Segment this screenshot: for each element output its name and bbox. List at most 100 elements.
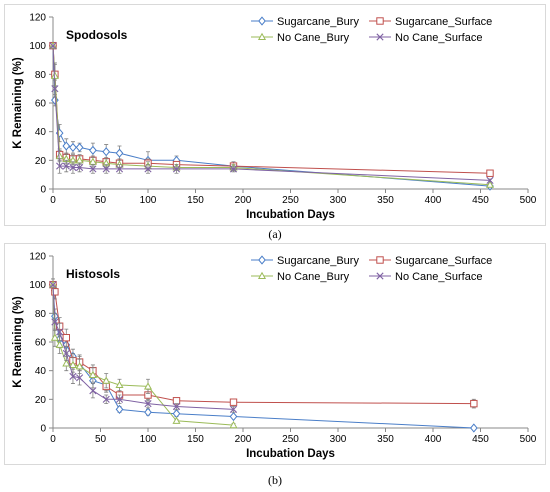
chart-b-point-no-cane-bury — [68, 360, 77, 368]
chart-b-y-tick-label: 0 — [40, 424, 46, 435]
chart-a-x-tick-label: 400 — [425, 195, 442, 206]
chart-a-y-tick-label: 40 — [35, 127, 47, 138]
chart-a-series-sugarcane-bury — [49, 41, 494, 191]
chart-a-x-tick-label: 50 — [95, 195, 107, 206]
chart-b-series-no-cane-surface — [49, 281, 238, 413]
chart-b-point-no-cane-surface — [56, 328, 64, 336]
chart-a-y-tick-label: 20 — [35, 156, 47, 167]
chart-b-point-no-cane-bury — [75, 362, 84, 370]
chart-a-x-axis-label: Incubation Days — [246, 209, 335, 221]
chart-a-point-no-cane-surface — [172, 165, 181, 173]
chart-a-x-tick-label: 350 — [377, 195, 394, 206]
panel-label-b: (b) — [268, 473, 282, 487]
chart-b-point-sugarcane-surface — [62, 334, 70, 342]
chart-a-point-no-cane-surface — [102, 165, 110, 173]
chart-a-point-sugarcane-surface — [486, 169, 494, 177]
chart-b-line-sugarcane-bury — [52, 284, 474, 429]
chart-a-legend-marker-no-cane-surface — [376, 33, 384, 41]
chart-a-x-tick-label: 0 — [50, 195, 56, 206]
chart-a-y-tick-label: 100 — [29, 41, 46, 52]
chart-a-legend-label-sugarcane-bury: Sugarcane_Bury — [277, 16, 359, 28]
chart-b-point-no-cane-surface — [172, 402, 181, 411]
chart-b-point-no-cane-bury — [102, 376, 111, 384]
chart-a-point-no-cane-surface — [115, 165, 124, 173]
chart-a-point-no-cane-surface — [51, 85, 59, 93]
chart-a-legend-marker-no-cane-bury — [257, 32, 267, 41]
chart-a-x-tick-label: 250 — [282, 195, 299, 206]
chart-b-point-no-cane-surface — [144, 400, 152, 408]
chart-b-legend-label-sugarcane-bury: Sugarcane_Bury — [277, 255, 359, 267]
chart-b-y-tick-label: 100 — [29, 280, 46, 291]
chart-b-point-no-cane-bury — [55, 340, 64, 348]
chart-b-point-sugarcane-surface — [470, 399, 478, 408]
chart-a-legend-label-no-cane-surface: No Cane_Surface — [395, 32, 482, 44]
chart-b-legend: Sugarcane_Bury Sugarcane_Surface No Cane_B… — [251, 255, 492, 283]
chart-b-line-sugarcane-surface — [52, 284, 474, 405]
chart-b-y-tick-label: 120 — [29, 252, 46, 263]
chart-b-point-sugarcane-bury — [229, 411, 238, 422]
chart-b-x-tick-label: 200 — [235, 434, 252, 445]
chart-b-legend-label-no-cane-bury: No Cane_Bury — [277, 271, 350, 283]
chart-b-point-no-cane-surface — [115, 395, 124, 403]
chart-b-x-tick-label: 0 — [50, 434, 56, 445]
chart-b-series-sugarcane-surface — [49, 278, 478, 409]
chart-a-point-no-cane-surface — [49, 42, 57, 50]
chart-b-series-no-cane-bury — [48, 280, 238, 429]
chart-b-y-axis-label: K Remaining (%) — [12, 296, 24, 388]
chart-a-point-sugarcane-bury — [69, 142, 77, 153]
chart-b-point-no-cane-bury — [50, 333, 59, 341]
chart-a-point-no-cane-surface — [89, 165, 97, 173]
chart-b-legend-marker-sugarcane-surface — [376, 256, 384, 264]
chart-a-legend: Sugarcane_Bury Sugarcane_Surface No Cane_B… — [251, 16, 492, 44]
chart-b-y-tick-label: 80 — [35, 309, 47, 320]
chart-b-point-no-cane-surface — [89, 387, 97, 395]
chart-b-point-no-cane-surface — [51, 318, 59, 326]
chart-b-legend-label-no-cane-surface: No Cane_Surface — [395, 271, 482, 283]
chart-b-point-sugarcane-surface — [51, 288, 59, 296]
chart-a-x-tick-label: 500 — [520, 195, 537, 206]
chart-b-y-tick-label: 60 — [35, 338, 47, 349]
chart-b-chart-title: Histosols — [66, 267, 120, 281]
chart-b-x-tick-label: 100 — [140, 434, 157, 445]
chart-b-x-tick-label: 450 — [472, 434, 489, 445]
chart-b-point-sugarcane-bury — [469, 423, 478, 433]
chart-b-x-tick-label: 300 — [330, 434, 347, 445]
chart-b-point-no-cane-bury — [143, 382, 153, 390]
chart-b-point-sugarcane-bury — [172, 409, 181, 419]
chart-b-x-tick-label: 350 — [377, 434, 394, 445]
chart-b-line-no-cane-surface — [52, 284, 234, 410]
chart-a-point-no-cane-surface — [56, 162, 64, 170]
chart-a-x-tick-label: 100 — [140, 195, 157, 206]
chart-a-y-tick-label: 120 — [29, 13, 46, 24]
chart-b-x-axis-label: Incubation Days — [246, 448, 335, 460]
chart-b-legend-marker-no-cane-surface — [376, 272, 384, 280]
chart-b-point-no-cane-surface — [69, 372, 77, 380]
chart-a-chart-title: Spodosols — [66, 28, 128, 42]
chart-a-series-sugarcane-surface — [49, 41, 494, 177]
chart-b-point-no-cane-surface — [76, 374, 84, 382]
chart-b-y-tick-label: 40 — [35, 366, 47, 377]
chart-panel-b: 0 20 40 60 80 100 120 0 50 100 150 200 250 300 350 400 4… — [4, 243, 546, 465]
chart-b-x-tick-label: 50 — [95, 434, 107, 445]
chart-a-series-no-cane-surface — [49, 42, 494, 184]
chart-a-point-sugarcane-bury — [62, 141, 71, 151]
chart-b-point-no-cane-surface — [229, 405, 238, 413]
chart-a-x-tick-label: 300 — [330, 195, 347, 206]
chart-a-point-no-cane-surface — [144, 165, 152, 173]
chart-b-point-no-cane-bury — [115, 380, 124, 389]
chart-a-point-sugarcane-bury — [102, 147, 111, 157]
chart-b-point-sugarcane-surface — [229, 398, 238, 406]
chart-b-x-tick-label: 400 — [425, 434, 442, 445]
chart-a-point-no-cane-surface — [229, 165, 238, 173]
chart-b-series-sugarcane-bury — [49, 280, 478, 433]
chart-a-x-tick-label: 450 — [472, 195, 489, 206]
chart-a-y-axis-label: K Remaining (%) — [12, 57, 24, 149]
chart-b-x-tick-label: 250 — [282, 434, 299, 445]
chart-a-point-no-cane-surface — [62, 162, 70, 170]
chart-b-point-no-cane-surface — [102, 395, 110, 403]
chart-a-y-tick-label: 0 — [40, 185, 46, 196]
chart-b-point-no-cane-surface — [49, 281, 57, 289]
chart-a-y-tick-label: 60 — [35, 99, 47, 110]
chart-a-point-no-cane-bury — [485, 180, 495, 188]
chart-a-point-sugarcane-bury — [75, 142, 84, 153]
